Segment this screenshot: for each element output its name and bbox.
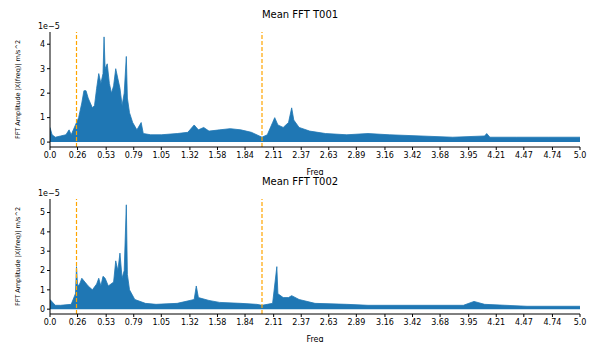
svg-text:1.84: 1.84 (236, 318, 254, 327)
svg-text:1.32: 1.32 (181, 318, 199, 327)
svg-text:2.89: 2.89 (347, 318, 365, 327)
svg-text:3: 3 (40, 65, 45, 74)
svg-text:0.0: 0.0 (44, 151, 57, 160)
svg-text:2.63: 2.63 (320, 318, 338, 327)
svg-text:FFT Amplitude |X(freq)| m/s^2: FFT Amplitude |X(freq)| m/s^2 (14, 207, 22, 306)
svg-text:4.21: 4.21 (487, 318, 505, 327)
svg-text:1.05: 1.05 (152, 151, 170, 160)
svg-text:2.63: 2.63 (320, 151, 338, 160)
html-text:1e−5: 1e−5 (38, 22, 60, 31)
svg-text:Freq: Freq (306, 335, 323, 342)
svg-text:0.53: 0.53 (97, 318, 115, 327)
svg-text:1.58: 1.58 (209, 318, 227, 327)
svg-text:4: 4 (40, 228, 45, 237)
svg-text:0.0: 0.0 (44, 318, 57, 327)
svg-text:0.53: 0.53 (97, 151, 115, 160)
svg-text:1.84: 1.84 (236, 151, 254, 160)
svg-text:2.11: 2.11 (265, 318, 283, 327)
html-text:Mean FFT T002: Mean FFT T002 (261, 176, 339, 187)
svg-text:1.58: 1.58 (209, 151, 227, 160)
svg-text:5.0: 5.0 (574, 151, 587, 160)
svg-text:2.37: 2.37 (292, 151, 310, 160)
svg-text:2.89: 2.89 (347, 151, 365, 160)
svg-text:4.74: 4.74 (544, 151, 562, 160)
svg-text:2: 2 (40, 266, 45, 275)
svg-text:0.26: 0.26 (69, 318, 87, 327)
svg-text:4.21: 4.21 (487, 151, 505, 160)
svg-text:4: 4 (40, 40, 45, 49)
svg-text:3.42: 3.42 (404, 318, 422, 327)
svg-text:2: 2 (40, 89, 45, 98)
svg-text:0: 0 (40, 305, 45, 314)
html-text:1e−5: 1e−5 (38, 189, 60, 198)
svg-text:5.0: 5.0 (574, 318, 587, 327)
svg-text:3: 3 (40, 247, 45, 256)
svg-text:0: 0 (40, 138, 45, 147)
svg-text:3.16: 3.16 (376, 151, 394, 160)
svg-text:0.79: 0.79 (125, 151, 143, 160)
svg-text:3.16: 3.16 (376, 318, 394, 327)
svg-text:1: 1 (40, 113, 45, 122)
svg-text:3.68: 3.68 (431, 318, 449, 327)
svg-text:1: 1 (40, 286, 45, 295)
svg-text:FFT Amplitude |X(freq)| m/s^2: FFT Amplitude |X(freq)| m/s^2 (14, 40, 22, 139)
svg-text:5: 5 (40, 208, 45, 217)
svg-text:2.37: 2.37 (292, 318, 310, 327)
svg-text:3.95: 3.95 (460, 151, 478, 160)
svg-text:Freq: Freq (306, 168, 323, 175)
svg-text:3.42: 3.42 (404, 151, 422, 160)
svg-text:4.47: 4.47 (515, 318, 533, 327)
svg-text:3.95: 3.95 (460, 318, 478, 327)
svg-text:4.74: 4.74 (544, 318, 562, 327)
svg-text:0.26: 0.26 (69, 151, 87, 160)
html-text:Mean FFT T001: Mean FFT T001 (261, 9, 339, 20)
svg-text:4.47: 4.47 (515, 151, 533, 160)
svg-text:3.68: 3.68 (431, 151, 449, 160)
svg-text:2.11: 2.11 (265, 151, 283, 160)
svg-text:0.79: 0.79 (125, 318, 143, 327)
svg-text:1.32: 1.32 (181, 151, 199, 160)
svg-text:1.05: 1.05 (152, 318, 170, 327)
